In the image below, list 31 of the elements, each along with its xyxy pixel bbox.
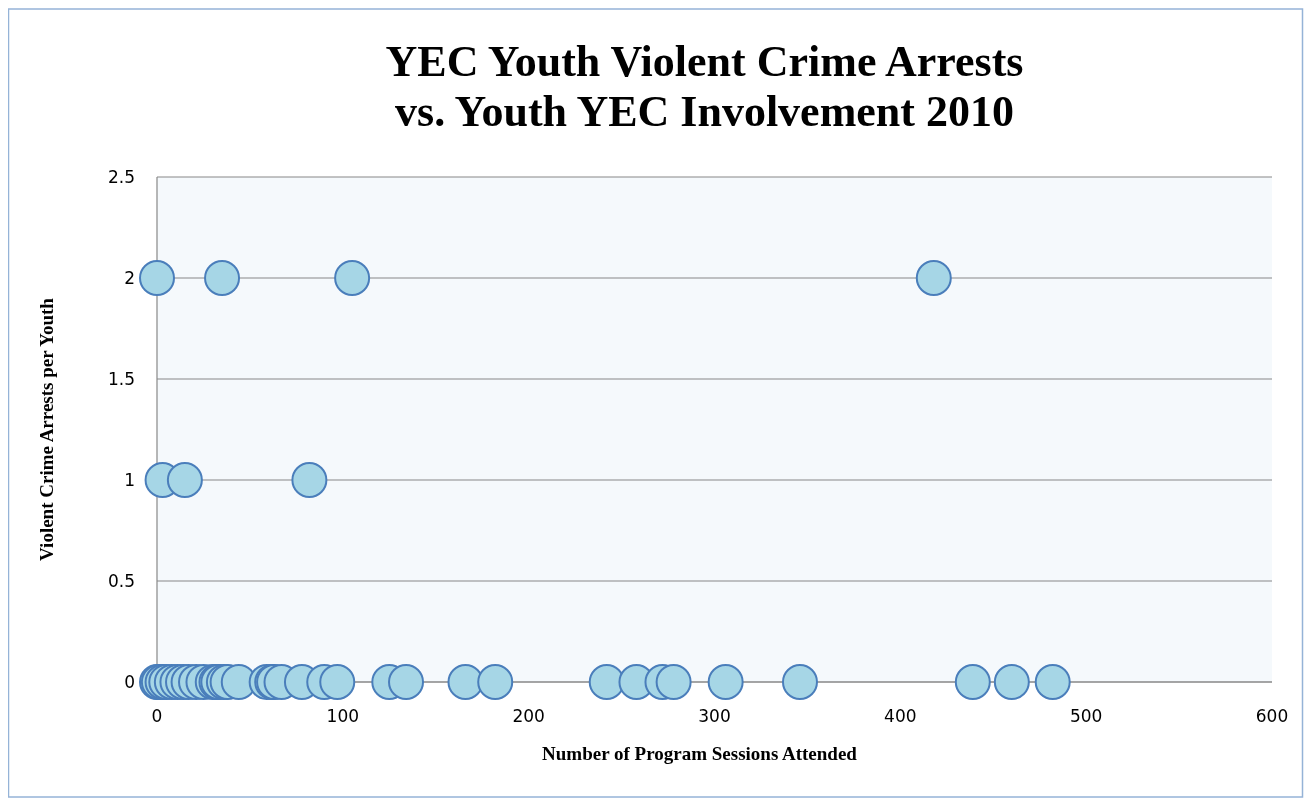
y-tick-label: 0.5: [107, 570, 135, 591]
point: [781, 664, 818, 700]
y-tick-label: 2.5: [107, 166, 135, 187]
point: [707, 664, 744, 700]
point: [166, 462, 203, 498]
x-axis-title: Number of Program Sessions Attended: [542, 743, 858, 764]
y-tick-label: 1.5: [107, 368, 135, 389]
x-tick-label: 200: [512, 706, 545, 726]
x-tick-label: 0: [151, 706, 163, 726]
x-tick-label: 600: [1255, 706, 1289, 726]
point: [954, 664, 991, 700]
chart-title: YEC Youth Violent Crime Arrests vs. Youth YEC Involvement 2010: [385, 37, 1024, 136]
point: [139, 260, 175, 296]
point: [655, 664, 692, 700]
x-tick-label: 500: [1069, 706, 1103, 726]
y-tick-label: 2: [124, 267, 135, 288]
point: [388, 664, 425, 700]
x-tick-label: 100: [326, 706, 360, 726]
x-tick-label: 300: [698, 706, 731, 726]
x-tick-label: 400: [884, 706, 917, 726]
point: [334, 260, 371, 296]
point: [319, 664, 356, 700]
y-tick-label: 1: [124, 469, 135, 490]
point: [915, 260, 952, 296]
point: [291, 462, 328, 498]
point: [993, 664, 1030, 700]
point: [477, 664, 514, 700]
y-axis-title: Violent Crime Arrests per Youth: [36, 297, 57, 561]
point: [204, 260, 241, 296]
point: [1034, 664, 1071, 700]
y-tick-label: 0: [124, 671, 135, 692]
